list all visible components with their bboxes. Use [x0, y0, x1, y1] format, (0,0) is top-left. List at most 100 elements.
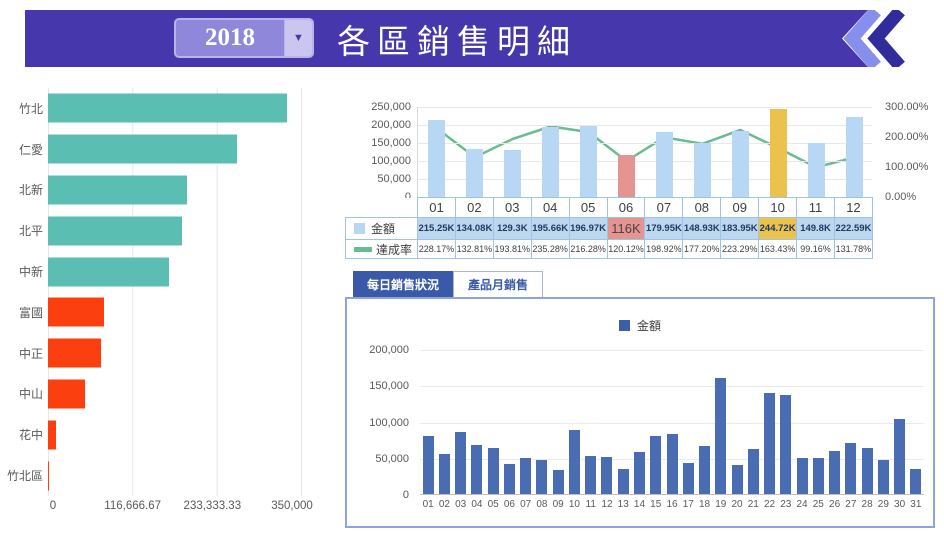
daily-bar[interactable] — [829, 451, 841, 494]
amount-bar[interactable] — [693, 143, 711, 197]
amount-bar[interactable] — [769, 108, 787, 197]
region-bar[interactable] — [48, 338, 101, 368]
region-bar[interactable] — [48, 134, 238, 164]
chart-row: 富國 — [2, 291, 302, 333]
chart-row: 竹北 — [2, 88, 302, 129]
daily-bar[interactable] — [780, 395, 792, 494]
axis-tick-label: 50,000 — [377, 173, 411, 185]
daily-bar[interactable] — [666, 433, 678, 494]
gridline — [418, 161, 872, 162]
region-bar[interactable] — [48, 420, 57, 450]
gridline — [420, 350, 924, 351]
axis-tick-label: 31 — [910, 499, 922, 510]
daily-bar[interactable] — [796, 457, 808, 494]
daily-bar[interactable] — [585, 456, 597, 494]
daily-bar[interactable] — [877, 459, 889, 494]
amount-bar[interactable] — [618, 155, 636, 197]
daily-bar[interactable] — [845, 442, 857, 494]
daily-bar[interactable] — [650, 436, 662, 494]
legend-amount-cell[interactable]: 金額 — [345, 217, 418, 240]
legend-rate-cell[interactable]: 達成率 — [345, 239, 418, 259]
daily-bar[interactable] — [861, 447, 873, 494]
axis-tick-label: 01 — [422, 499, 434, 510]
axis-tick-label: 02 — [438, 499, 450, 510]
monthly-data-table: 01 02 03 04 05 06 07 08 09 10 11 12 金額 215.25K 134.08K… — [345, 197, 873, 259]
category-label: 富國 — [18, 305, 43, 320]
amount-value-cell: 129.3K — [492, 217, 532, 240]
region-bar[interactable] — [48, 257, 169, 287]
daily-bar[interactable] — [503, 464, 515, 494]
daily-bar[interactable] — [520, 457, 532, 494]
bar-track — [48, 373, 302, 415]
amount-bar[interactable] — [466, 148, 484, 197]
achievement-rate-line[interactable] — [418, 107, 873, 197]
tab-product-monthly[interactable]: 產品月銷售 — [453, 271, 544, 297]
region-sales-bar-chart: 竹北 仁愛 北新 北平 中新 富國 中正 中山 花中 竹北區 0 116,666.67 233,333… — [2, 88, 313, 518]
amount-bar[interactable] — [807, 143, 825, 197]
daily-bar[interactable] — [601, 457, 613, 494]
daily-bar[interactable] — [715, 378, 727, 494]
daily-bar[interactable] — [747, 449, 759, 494]
monthly-plot-area — [417, 107, 872, 197]
daily-bar[interactable] — [487, 447, 499, 494]
amount-bar[interactable] — [504, 150, 522, 197]
monthly-combo-chart: 250,000 200,000 150,000 100,000 50,000 0 300.… — [345, 88, 944, 263]
daily-bar[interactable] — [910, 468, 922, 494]
legend-amount-swatch — [354, 223, 365, 234]
daily-bar[interactable] — [438, 454, 450, 494]
axis-tick-label: 17 — [682, 499, 694, 510]
axis-tick-label: 27 — [845, 499, 857, 510]
year-dropdown[interactable]: 2018 ▼ — [174, 18, 314, 58]
amount-row: 金額 215.25K 134.08K 129.3K 195.66K 196.97K 116K… — [345, 217, 873, 240]
daily-bar[interactable] — [471, 444, 483, 494]
daily-sales-panel: 金額 200,000 150,000 100,000 50,000 0 01 02 03 04… — [345, 297, 935, 528]
amount-bar[interactable] — [580, 126, 598, 197]
rate-value-cell: 177.20% — [682, 239, 722, 259]
chevron-down-icon[interactable]: ▼ — [284, 20, 312, 56]
axis-tick-label: 30 — [894, 499, 906, 510]
axis-tick-label: 11 — [585, 499, 596, 510]
daily-bar[interactable] — [764, 392, 776, 494]
amount-bar[interactable] — [845, 116, 863, 197]
daily-bar[interactable] — [536, 459, 548, 494]
region-bar[interactable] — [48, 216, 182, 246]
region-bar[interactable] — [48, 175, 187, 205]
daily-bar[interactable] — [812, 457, 824, 494]
amount-bar[interactable] — [731, 130, 749, 197]
amount-bar[interactable] — [655, 132, 673, 197]
region-bar[interactable] — [48, 93, 288, 123]
category-label: 北新 — [18, 183, 43, 198]
bar-track — [48, 455, 302, 496]
daily-bar[interactable] — [633, 451, 645, 494]
daily-bar[interactable] — [731, 465, 743, 494]
legend-amount[interactable]: 金額 — [618, 317, 661, 334]
daily-bar[interactable] — [568, 430, 580, 494]
daily-bar[interactable] — [455, 432, 467, 494]
region-bar[interactable] — [48, 461, 50, 491]
daily-bar[interactable] — [552, 470, 564, 494]
legend-amount-swatch — [618, 320, 630, 331]
daily-bar[interactable] — [682, 462, 694, 494]
amount-bar[interactable] — [542, 126, 560, 197]
daily-plot-area — [420, 350, 924, 495]
region-bar[interactable] — [48, 297, 104, 327]
daily-bar[interactable] — [699, 446, 711, 494]
month-header-cell: 04 — [530, 197, 570, 218]
amount-value-cell: 116K — [606, 217, 646, 240]
month-header-cell: 10 — [758, 197, 798, 218]
axis-tick-label: 23 — [780, 499, 792, 510]
amount-value-cell: 215.25K — [417, 217, 456, 240]
daily-bar[interactable] — [617, 469, 629, 494]
axis-tick-label: 150,000 — [371, 137, 411, 149]
category-label: 中正 — [18, 346, 43, 361]
daily-bar[interactable] — [894, 418, 906, 494]
axis-tick-label: 0 — [345, 191, 411, 203]
region-bar[interactable] — [48, 379, 86, 409]
amount-value-cell: 148.93K — [682, 217, 722, 240]
tab-daily-sales[interactable]: 每日銷售狀況 — [353, 271, 454, 297]
daily-bar[interactable] — [422, 436, 434, 494]
amount-bar[interactable] — [428, 119, 446, 197]
axis-tick-label: 13 — [617, 499, 629, 510]
month-header-cell: 09 — [720, 197, 760, 218]
month-header-cell: 05 — [568, 197, 608, 218]
